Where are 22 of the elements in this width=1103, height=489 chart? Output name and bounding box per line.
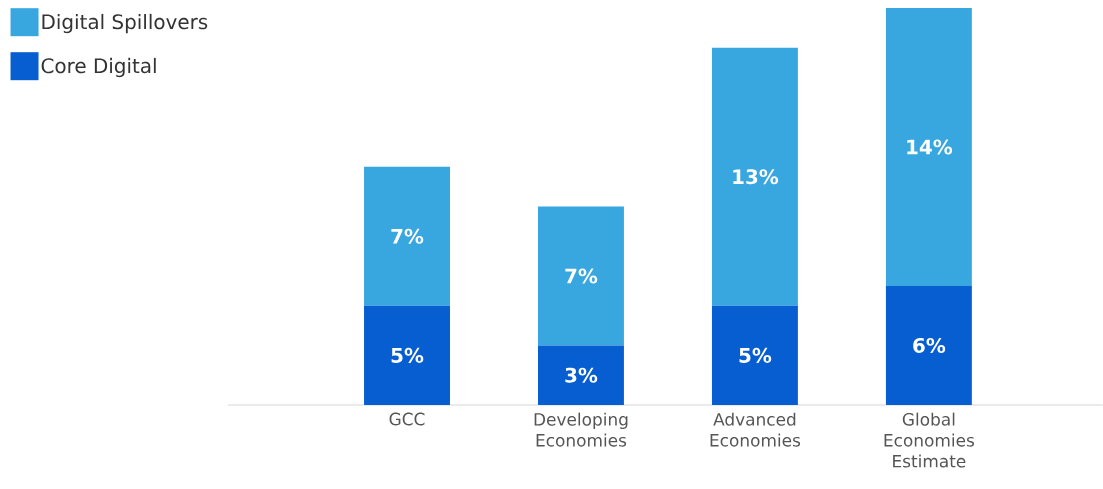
bar bbox=[538, 345, 624, 405]
x-tick-label: Developing Economies bbox=[534, 412, 628, 447]
legend-label: Digital Spillovers bbox=[42, 13, 208, 34]
bar bbox=[711, 305, 798, 405]
legend-label: Core Digital bbox=[41, 57, 156, 78]
bar bbox=[364, 305, 450, 405]
data-label: 6% bbox=[913, 337, 946, 353]
bar bbox=[364, 166, 450, 306]
bar bbox=[885, 285, 972, 405]
bar bbox=[711, 47, 798, 306]
x-tick-label: Global Economies Estimate bbox=[884, 412, 975, 468]
data-label: 5% bbox=[391, 347, 424, 363]
data-label: 7% bbox=[391, 228, 424, 244]
data-label: 3% bbox=[565, 367, 598, 383]
data-label: 14% bbox=[907, 139, 953, 155]
data-label: 7% bbox=[565, 268, 598, 284]
data-label: 5% bbox=[739, 347, 772, 363]
bar bbox=[538, 206, 624, 346]
x-tick-label: GCC bbox=[389, 412, 425, 426]
bar bbox=[885, 7, 972, 286]
x-tick-label: Advanced Economies bbox=[710, 412, 801, 447]
data-label: 13% bbox=[733, 169, 779, 185]
